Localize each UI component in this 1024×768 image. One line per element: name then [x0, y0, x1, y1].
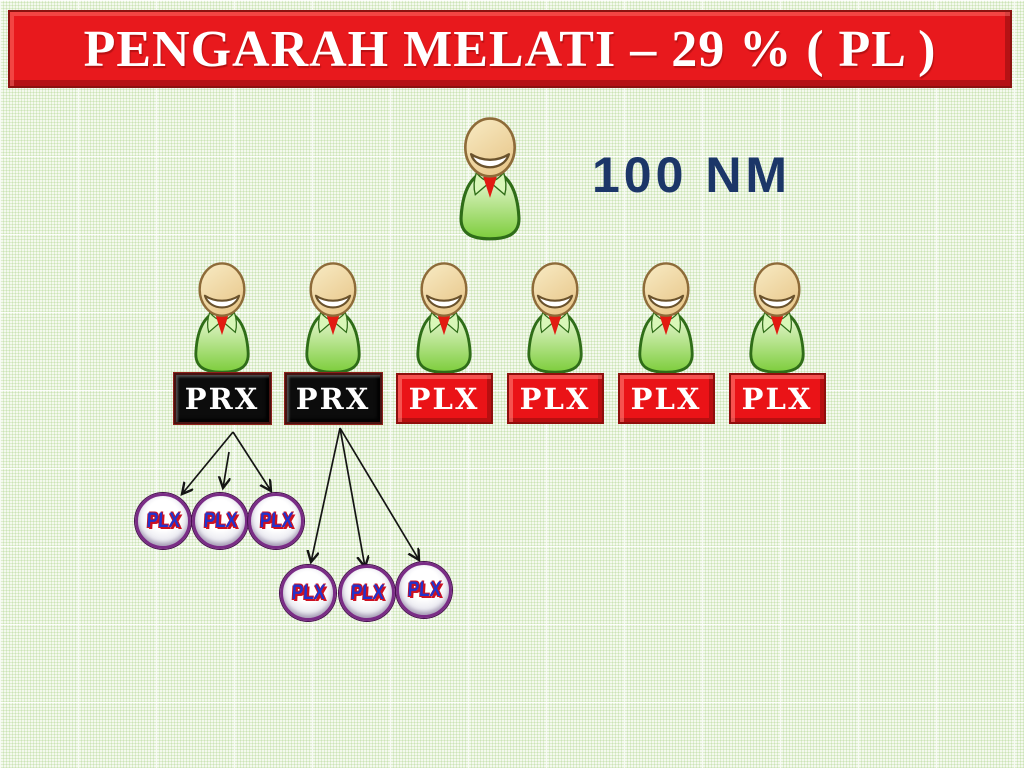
badge-label: PLX — [145, 509, 181, 532]
downline-badge: PLX — [192, 493, 248, 549]
member-5: PLX — [611, 262, 721, 424]
member-tag-label: PLX — [408, 381, 480, 416]
member-tag-label: PRX — [184, 381, 260, 416]
member-tag-prx: PRX — [284, 373, 382, 424]
slide-title: PENGARAH MELATI – 29 % ( PL ) — [83, 20, 937, 78]
member-tag-plx: PLX — [728, 373, 826, 424]
badge-label: PLX — [406, 578, 442, 601]
badge-label: PLX — [258, 509, 294, 532]
top-member-label: 100 NM — [592, 147, 792, 203]
person-icon — [749, 262, 805, 374]
person-icon — [459, 116, 521, 241]
person-icon — [527, 262, 583, 374]
member-tag-plx: PLX — [506, 373, 604, 424]
member-3: PLX — [389, 262, 499, 424]
person-icon — [305, 262, 361, 374]
member-tag-label: PLX — [630, 381, 702, 416]
member-tag-label: PLX — [519, 381, 591, 416]
title-banner: PENGARAH MELATI – 29 % ( PL ) — [8, 10, 1012, 88]
badge-label: PLX — [202, 509, 238, 532]
member-tag-prx: PRX — [173, 373, 271, 424]
downline-badge: PLX — [135, 493, 191, 549]
member-tag-label: PLX — [741, 381, 813, 416]
downline-badge: PLX — [280, 565, 336, 621]
person-icon — [638, 262, 694, 374]
member-6: PLX — [722, 262, 832, 424]
person-icon — [194, 262, 250, 374]
badge-label: PLX — [349, 581, 385, 604]
downline-badge: PLX — [396, 562, 452, 618]
downline-badge: PLX — [339, 565, 395, 621]
member-tag-plx: PLX — [617, 373, 715, 424]
member-tag-label: PRX — [295, 381, 371, 416]
downline-badge: PLX — [248, 493, 304, 549]
member-1: PRX — [167, 262, 277, 424]
badge-label: PLX — [290, 581, 326, 604]
top-member — [448, 114, 532, 246]
person-icon — [416, 262, 472, 374]
member-tag-plx: PLX — [395, 373, 493, 424]
member-4: PLX — [500, 262, 610, 424]
member-2: PRX — [278, 262, 388, 424]
